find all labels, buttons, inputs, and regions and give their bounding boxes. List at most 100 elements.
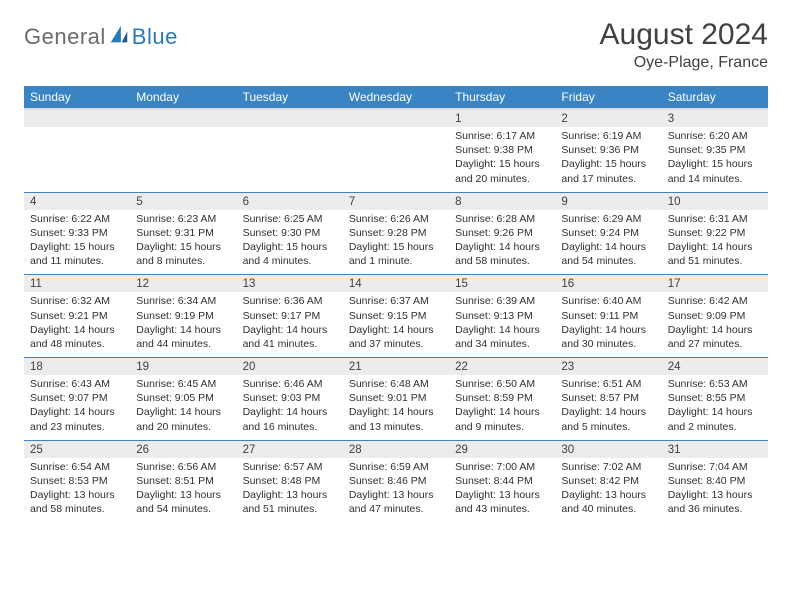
- day-cell-details: Sunrise: 6:25 AMSunset: 9:30 PMDaylight:…: [237, 210, 343, 275]
- day-details: Sunrise: 6:37 AMSunset: 9:15 PMDaylight:…: [343, 292, 449, 357]
- daylight-text-2: and 43 minutes.: [455, 502, 549, 516]
- day-cell-details: Sunrise: 6:34 AMSunset: 9:19 PMDaylight:…: [130, 292, 236, 357]
- sunset-text: Sunset: 8:42 PM: [561, 474, 655, 488]
- daynum-row: 45678910: [24, 192, 768, 210]
- day-number: 22: [449, 358, 555, 375]
- day-cell-number: 11: [24, 275, 130, 293]
- daylight-text-2: and 17 minutes.: [561, 172, 655, 186]
- day-details: Sunrise: 6:17 AMSunset: 9:38 PMDaylight:…: [449, 127, 555, 192]
- day-cell-details: Sunrise: 6:29 AMSunset: 9:24 PMDaylight:…: [555, 210, 661, 275]
- day-details: [237, 127, 343, 135]
- details-row: Sunrise: 6:22 AMSunset: 9:33 PMDaylight:…: [24, 210, 768, 275]
- day-number: 12: [130, 275, 236, 292]
- daylight-text-2: and 23 minutes.: [30, 420, 124, 434]
- daylight-text-2: and 20 minutes.: [136, 420, 230, 434]
- details-row: Sunrise: 6:17 AMSunset: 9:38 PMDaylight:…: [24, 127, 768, 192]
- daylight-text-2: and 54 minutes.: [136, 502, 230, 516]
- day-number: 11: [24, 275, 130, 292]
- day-cell-details: Sunrise: 6:37 AMSunset: 9:15 PMDaylight:…: [343, 292, 449, 357]
- day-cell-details: Sunrise: 6:28 AMSunset: 9:26 PMDaylight:…: [449, 210, 555, 275]
- daylight-text-1: Daylight: 13 hours: [561, 488, 655, 502]
- daylight-text-2: and 16 minutes.: [243, 420, 337, 434]
- sunset-text: Sunset: 8:59 PM: [455, 391, 549, 405]
- day-details: Sunrise: 6:26 AMSunset: 9:28 PMDaylight:…: [343, 210, 449, 275]
- day-cell-number: 10: [662, 192, 768, 210]
- daylight-text-1: Daylight: 14 hours: [136, 405, 230, 419]
- daylight-text-1: Daylight: 14 hours: [349, 405, 443, 419]
- daylight-text-1: Daylight: 15 hours: [30, 240, 124, 254]
- day-details: Sunrise: 6:45 AMSunset: 9:05 PMDaylight:…: [130, 375, 236, 440]
- day-details: Sunrise: 6:20 AMSunset: 9:35 PMDaylight:…: [662, 127, 768, 192]
- daylight-text-2: and 58 minutes.: [30, 502, 124, 516]
- sunrise-text: Sunrise: 6:53 AM: [668, 377, 762, 391]
- daylight-text-2: and 37 minutes.: [349, 337, 443, 351]
- day-number: 10: [662, 193, 768, 210]
- sunset-text: Sunset: 9:24 PM: [561, 226, 655, 240]
- day-cell-number: [130, 109, 236, 127]
- day-cell-number: 8: [449, 192, 555, 210]
- sunrise-text: Sunrise: 6:25 AM: [243, 212, 337, 226]
- sunrise-text: Sunrise: 6:43 AM: [30, 377, 124, 391]
- day-cell-details: Sunrise: 6:17 AMSunset: 9:38 PMDaylight:…: [449, 127, 555, 192]
- day-number: 6: [237, 193, 343, 210]
- day-header: Monday: [130, 86, 236, 109]
- daylight-text-2: and 36 minutes.: [668, 502, 762, 516]
- sunrise-text: Sunrise: 7:00 AM: [455, 460, 549, 474]
- daylight-text-1: Daylight: 14 hours: [668, 405, 762, 419]
- day-cell-details: Sunrise: 6:57 AMSunset: 8:48 PMDaylight:…: [237, 458, 343, 523]
- daylight-text-2: and 51 minutes.: [668, 254, 762, 268]
- day-details: Sunrise: 6:50 AMSunset: 8:59 PMDaylight:…: [449, 375, 555, 440]
- sunset-text: Sunset: 9:36 PM: [561, 143, 655, 157]
- day-number: [237, 110, 343, 127]
- day-cell-details: Sunrise: 6:20 AMSunset: 9:35 PMDaylight:…: [662, 127, 768, 192]
- sunrise-text: Sunrise: 6:42 AM: [668, 294, 762, 308]
- day-cell-details: Sunrise: 6:40 AMSunset: 9:11 PMDaylight:…: [555, 292, 661, 357]
- day-header: Sunday: [24, 86, 130, 109]
- day-cell-details: [24, 127, 130, 192]
- sunset-text: Sunset: 9:07 PM: [30, 391, 124, 405]
- sunset-text: Sunset: 8:48 PM: [243, 474, 337, 488]
- sunset-text: Sunset: 8:55 PM: [668, 391, 762, 405]
- day-details: [24, 127, 130, 135]
- daylight-text-2: and 13 minutes.: [349, 420, 443, 434]
- day-details: Sunrise: 7:00 AMSunset: 8:44 PMDaylight:…: [449, 458, 555, 523]
- sunrise-text: Sunrise: 6:39 AM: [455, 294, 549, 308]
- daylight-text-2: and 48 minutes.: [30, 337, 124, 351]
- daylight-text-1: Daylight: 13 hours: [349, 488, 443, 502]
- day-details: Sunrise: 7:02 AMSunset: 8:42 PMDaylight:…: [555, 458, 661, 523]
- sunrise-text: Sunrise: 6:20 AM: [668, 129, 762, 143]
- daylight-text-1: Daylight: 14 hours: [668, 323, 762, 337]
- day-number: 7: [343, 193, 449, 210]
- daylight-text-2: and 1 minute.: [349, 254, 443, 268]
- day-number: 21: [343, 358, 449, 375]
- day-details: Sunrise: 6:19 AMSunset: 9:36 PMDaylight:…: [555, 127, 661, 192]
- day-details: Sunrise: 6:25 AMSunset: 9:30 PMDaylight:…: [237, 210, 343, 275]
- day-cell-number: 2: [555, 109, 661, 127]
- sunrise-text: Sunrise: 6:19 AM: [561, 129, 655, 143]
- sunset-text: Sunset: 9:35 PM: [668, 143, 762, 157]
- day-number: 30: [555, 441, 661, 458]
- day-cell-number: 7: [343, 192, 449, 210]
- day-number: [343, 110, 449, 127]
- daylight-text-2: and 44 minutes.: [136, 337, 230, 351]
- day-details: Sunrise: 6:53 AMSunset: 8:55 PMDaylight:…: [662, 375, 768, 440]
- day-number: 24: [662, 358, 768, 375]
- day-number: 2: [555, 110, 661, 127]
- daylight-text-2: and 2 minutes.: [668, 420, 762, 434]
- day-details: [343, 127, 449, 135]
- daynum-row: 18192021222324: [24, 358, 768, 376]
- sunrise-text: Sunrise: 6:17 AM: [455, 129, 549, 143]
- sunset-text: Sunset: 9:15 PM: [349, 309, 443, 323]
- logo-text-general: General: [24, 24, 106, 50]
- day-header: Friday: [555, 86, 661, 109]
- daylight-text-1: Daylight: 14 hours: [561, 323, 655, 337]
- day-cell-details: Sunrise: 6:23 AMSunset: 9:31 PMDaylight:…: [130, 210, 236, 275]
- day-cell-number: 29: [449, 440, 555, 458]
- day-cell-number: 12: [130, 275, 236, 293]
- daylight-text-2: and 54 minutes.: [561, 254, 655, 268]
- sail-icon: [108, 24, 130, 46]
- day-number: 18: [24, 358, 130, 375]
- daylight-text-2: and 51 minutes.: [243, 502, 337, 516]
- daylight-text-1: Daylight: 14 hours: [455, 240, 549, 254]
- day-number: 16: [555, 275, 661, 292]
